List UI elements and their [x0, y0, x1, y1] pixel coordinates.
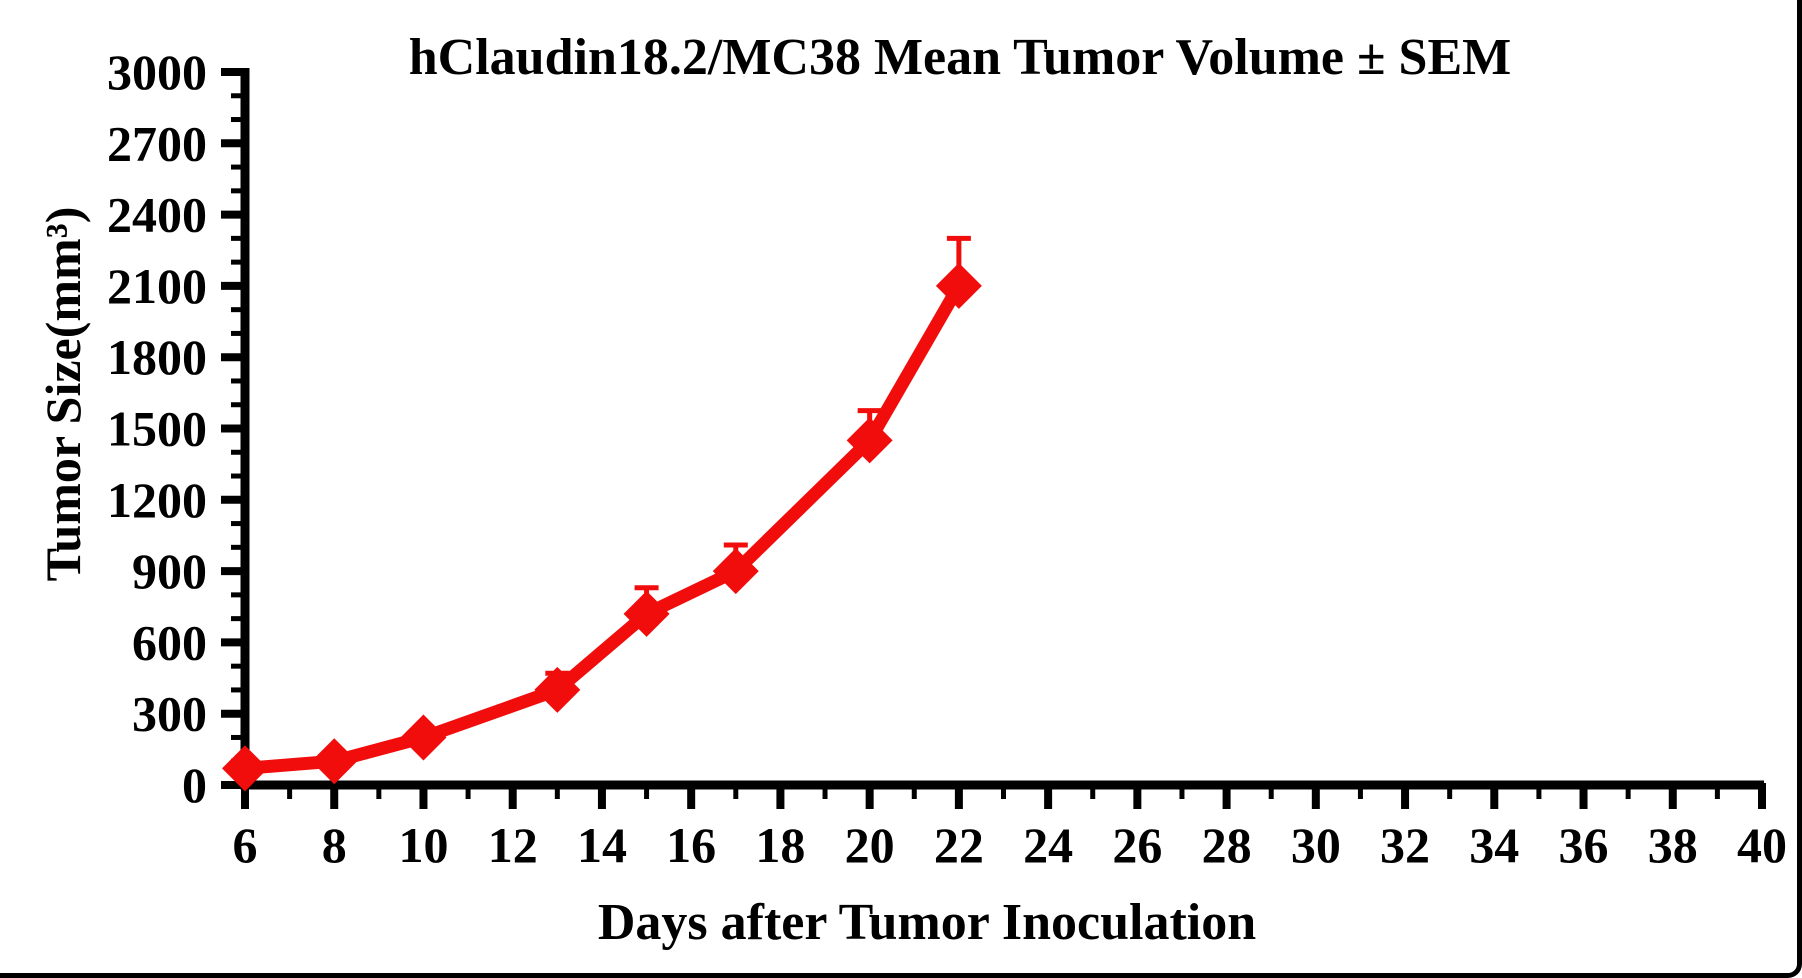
- x-tick-label: 8: [322, 817, 347, 873]
- x-tick-label: 32: [1380, 817, 1430, 873]
- data-point-marker: [623, 590, 670, 637]
- y-tick-label: 1800: [107, 329, 207, 385]
- data-point-marker: [712, 548, 759, 595]
- x-tick-label: 14: [577, 817, 627, 873]
- data-point-marker: [935, 262, 982, 309]
- y-tick-label: 0: [182, 757, 207, 813]
- y-tick-label: 300: [132, 686, 207, 742]
- x-tick-label: 18: [755, 817, 805, 873]
- x-axis-title: Days after Tumor Inoculation: [597, 894, 1257, 951]
- data-point-marker: [400, 714, 447, 761]
- x-tick-label: 12: [488, 817, 538, 873]
- x-tick-label: 6: [233, 817, 258, 873]
- y-tick-label: 1500: [107, 401, 207, 457]
- y-tick-label: 600: [132, 614, 207, 670]
- x-tick-label: 36: [1559, 817, 1609, 873]
- data-point-marker: [311, 738, 358, 785]
- y-tick-label: 900: [132, 543, 207, 599]
- x-tick-label: 24: [1023, 817, 1073, 873]
- x-tick-label: 34: [1469, 817, 1519, 873]
- data-point-marker: [222, 745, 268, 792]
- x-tick-label: 26: [1112, 817, 1162, 873]
- data-point-marker: [534, 666, 581, 713]
- y-tick-label: 2700: [107, 115, 207, 171]
- x-tick-label: 30: [1291, 817, 1341, 873]
- y-tick-label: 2100: [107, 258, 207, 314]
- x-tick-label: 16: [666, 817, 716, 873]
- x-tick-label: 40: [1737, 817, 1787, 873]
- x-tick-label: 38: [1648, 817, 1698, 873]
- chart-title: hClaudin18.2/MC38 Mean Tumor Volume ± SE…: [408, 29, 1512, 86]
- x-tick-label: 22: [934, 817, 984, 873]
- y-tick-label: 2400: [107, 187, 207, 243]
- y-tick-label: 1200: [107, 472, 207, 528]
- x-tick-label: 28: [1202, 817, 1252, 873]
- y-tick-label: 3000: [107, 44, 207, 100]
- series-line: [244, 282, 965, 775]
- x-tick-label: 20: [845, 817, 895, 873]
- x-tick-label: 10: [398, 817, 448, 873]
- data-point-marker: [846, 417, 893, 464]
